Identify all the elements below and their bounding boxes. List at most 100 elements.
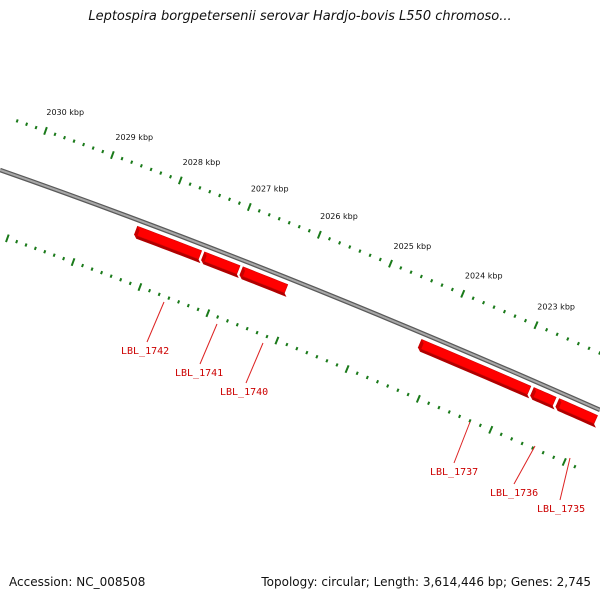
outer-minor-tick [149, 167, 153, 172]
inner-minor-tick [225, 319, 229, 323]
outer-minor-tick [368, 253, 372, 258]
inner-minor-tick [552, 455, 556, 460]
outer-minor-tick [237, 201, 241, 205]
outer-minor-tick [15, 119, 19, 123]
tick-label: 2029 kbp [115, 133, 153, 142]
inner-minor-tick [295, 346, 299, 351]
inner-minor-tick [62, 256, 66, 261]
inner-minor-tick [148, 288, 152, 293]
outer-minor-tick [399, 266, 403, 270]
gene-leader-line [199, 323, 218, 365]
outer-major-tick [110, 150, 115, 160]
gene-block [239, 266, 289, 297]
inner-minor-tick [510, 437, 514, 441]
gene-label: LBL_1741 [175, 368, 223, 379]
inner-minor-tick [458, 414, 462, 419]
outer-minor-tick [450, 287, 454, 292]
inner-minor-tick [15, 239, 19, 244]
outer-minor-tick [358, 249, 362, 254]
outer-minor-tick [53, 132, 57, 137]
inner-minor-tick [100, 270, 104, 275]
inner-minor-tick [375, 379, 380, 384]
outer-minor-tick [338, 241, 342, 245]
gene-block [200, 251, 241, 279]
gene-leader-line [453, 421, 471, 464]
outer-minor-tick [208, 189, 212, 194]
inner-minor-tick [167, 296, 171, 300]
outer-minor-tick [566, 337, 570, 341]
chromosome-backbone [0, 167, 600, 413]
outer-minor-tick [169, 174, 173, 179]
outer-minor-tick [139, 163, 143, 168]
gene-block-face [133, 225, 203, 260]
outer-minor-tick [277, 216, 281, 221]
gene-block-side [201, 260, 239, 279]
gene-block-end [201, 251, 207, 265]
inner-tick-track [5, 234, 577, 469]
gene-block [133, 225, 203, 264]
inner-minor-tick [315, 354, 319, 359]
inner-minor-tick [406, 392, 410, 397]
gene-block-side [418, 347, 530, 399]
outer-minor-tick [576, 341, 580, 346]
outer-minor-tick [587, 346, 591, 351]
inner-minor-tick [109, 274, 113, 279]
outer-minor-tick [91, 146, 95, 150]
inner-minor-tick [177, 299, 181, 304]
gene-block-face [200, 251, 241, 275]
gene-block-face [417, 339, 532, 395]
outer-minor-tick [34, 125, 38, 130]
tick-label: 2028 kbp [183, 158, 221, 167]
gene-leader-line [559, 457, 571, 501]
inner-minor-tick [386, 384, 390, 388]
outer-minor-tick [513, 314, 517, 318]
gene-track [133, 225, 598, 428]
outer-minor-tick [327, 236, 332, 241]
inner-minor-tick [245, 326, 249, 331]
inner-minor-tick [396, 388, 400, 393]
genome-summary-text: Topology: circular; Length: 3,614,446 bp… [261, 575, 591, 589]
outer-minor-tick [348, 245, 352, 249]
inner-major-tick [5, 234, 10, 243]
inner-minor-tick [325, 358, 329, 363]
outer-minor-tick [502, 309, 507, 314]
gene-block [417, 339, 532, 399]
inner-major-tick [344, 365, 350, 374]
inner-major-tick [137, 282, 143, 292]
inner-minor-tick [52, 253, 56, 258]
outer-minor-tick [188, 182, 192, 187]
outer-minor-tick [419, 274, 423, 279]
inner-minor-tick [447, 410, 451, 414]
outer-major-tick [460, 289, 466, 298]
outer-minor-tick [430, 278, 434, 283]
outer-tick-track [15, 119, 600, 355]
outer-minor-tick [257, 209, 261, 213]
tick-label: 2027 kbp [251, 184, 289, 193]
map-title: Leptospira borgpetersenii serovar Hardjo… [88, 9, 512, 24]
inner-minor-tick [355, 371, 359, 376]
outer-minor-tick [25, 122, 29, 127]
gene-block-face [239, 266, 289, 294]
tick-labels: 2030 kbp 2029 kbp 2028 kbp 2027 kbp 2026 kbp… [46, 108, 575, 312]
inner-minor-tick [427, 401, 431, 406]
gene-block-side [134, 234, 201, 264]
outer-minor-tick [409, 270, 413, 275]
outer-minor-tick [218, 193, 222, 198]
inner-minor-tick [478, 423, 482, 428]
inner-minor-tick [24, 243, 28, 247]
outer-major-tick [246, 202, 252, 212]
outer-minor-tick [307, 228, 311, 233]
gene-block-end [239, 266, 246, 280]
inner-minor-tick [235, 322, 239, 327]
gene-block-end [530, 387, 537, 400]
outer-minor-tick [287, 220, 291, 225]
outer-minor-tick [198, 186, 202, 190]
inner-major-tick [274, 336, 280, 345]
inner-minor-tick [499, 432, 503, 437]
tick-label: 2030 kbp [46, 108, 84, 117]
outer-major-tick [43, 126, 48, 136]
gene-label: LBL_1737 [430, 467, 478, 478]
backbone-shadow [0, 167, 600, 413]
inner-minor-tick [265, 334, 269, 339]
outer-major-tick [177, 176, 183, 185]
